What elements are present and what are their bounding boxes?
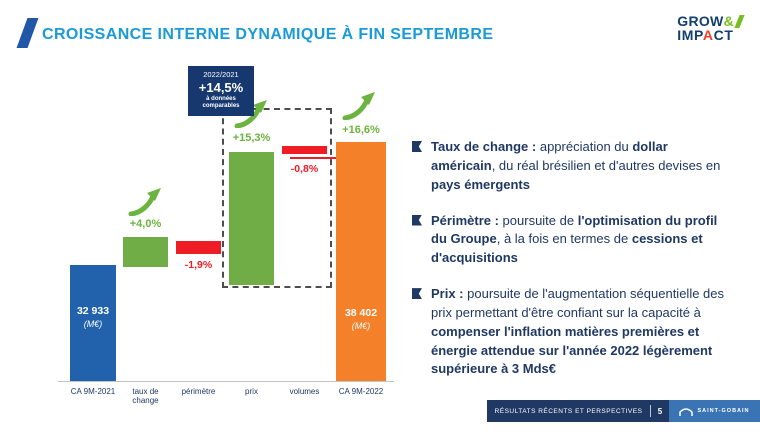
logo-grow-text: GROW [677,13,724,29]
callout-value: +14,5% [198,80,244,95]
growth-arrow-icon [342,92,375,120]
bar-perimetre-decrease [176,241,221,254]
bar-taux-de-change [123,237,168,267]
logo-line1: GROW& [677,13,745,29]
bullet-segment: Périmètre : [431,212,503,228]
callout-note: à données comparables [188,96,254,110]
brand-name: SAINT-GOBAIN [697,408,750,414]
bullet-text: Taux de change : appréciation du dollar … [431,138,734,195]
bullet-segment: cessions et d'acquisitions [431,231,703,266]
bar-value-unit: (M€) [351,321,371,331]
bar-prix [229,152,274,285]
bullet-text: Prix : poursuite de l'augmentation séque… [431,285,734,379]
page-number: 5 [657,406,663,416]
bullet-taux-de-change: Taux de change : appréciation du dollar … [412,138,734,195]
bar-ca-9m-2022-value: 38 402 (M€) [336,307,386,331]
page-title: CROISSANCE INTERNE DYNAMIQUE À FIN SEPTE… [42,26,494,43]
logo-line2: IMPACT [677,28,742,42]
footer-section-bar: RÉSULTATS RÉCENTS ET PERSPECTIVES 5 [487,400,669,422]
bullet-segment: poursuite de [502,212,578,228]
flag-icon [412,141,422,152]
total-growth-label: +16,6% [342,124,380,136]
logo-slash-icon [734,15,745,28]
bar-value-unit: (M€) [83,319,103,329]
category-prix: prix [245,387,258,396]
bullet-segment: Prix : [431,286,468,302]
category-ca-9m-2022: CA 9M-2022 [338,387,384,396]
bar-value-number: 32 933 [76,305,110,317]
logo-impact-post: CT [713,27,734,43]
volumes-level-line [290,157,338,159]
bullet-text: Périmètre : poursuite de l'optimisation … [431,212,734,269]
logo-impact-a: A [702,27,714,43]
category-ca-9m-2021: CA 9M-2021 [70,387,116,396]
delta-perimetre: -1,9% [184,259,213,271]
x-axis-line [58,381,394,382]
bullet-segment: l'optimisation du profil du Groupe [431,212,718,247]
waterfall-chart: 2022/2021 +14,5% à données comparables 32… [50,60,400,410]
delta-taux-de-change: +4,0% [129,218,162,230]
bar-ca-9m-2022: 38 402 (M€) [336,142,386,381]
bullet-segment: , à la fois en termes de [496,231,632,247]
bullet-prix: Prix : poursuite de l'augmentation séque… [412,285,734,379]
growth-arrow-icon [234,100,267,128]
footer-separator [650,405,651,417]
callout-note-line2: comparables [202,103,240,109]
category-perimetre: périmètre [181,387,216,396]
bar-ca-9m-2021: 32 933 (M€) [70,265,116,381]
bullet-perimetre: Périmètre : poursuite de l'optimisation … [412,212,734,269]
delta-prix: +15,3% [232,132,271,144]
comparable-growth-callout: 2022/2021 +14,5% à données comparables [188,66,254,116]
logo-impact-pre: IMP [677,27,703,43]
footer-section-title: RÉSULTATS RÉCENTS ET PERSPECTIVES [494,407,643,415]
saint-gobain-bridge-icon [679,407,694,416]
bullet-segment: pays émergents [431,176,530,192]
title-slash-icon [16,18,39,48]
bar-volumes-decrease [282,146,327,154]
bullet-segment: Taux de change : [431,139,540,154]
flag-icon [412,288,422,300]
grow-impact-logo: GROW& IMPACT [677,13,745,42]
bullet-segment: dollar américain [431,139,668,173]
callout-note-line1: à données [206,96,236,102]
growth-arrow-icon [128,188,161,216]
commentary-panel: Taux de change : appréciation du dollar … [412,138,734,396]
logo-ampersand: & [723,13,734,29]
bullet-segment: , du réal brésilien et d'autres devises … [491,157,721,173]
bullet-segment: appréciation du [539,139,633,154]
category-taux-de-change: taux de change [132,387,159,405]
price-volume-highlight-box [222,108,332,288]
bar-value-number: 38 402 [344,307,378,319]
saint-gobain-brand-bar: SAINT-GOBAIN [669,400,760,422]
flag-icon [412,214,422,226]
bar-ca-9m-2021-value: 32 933 (M€) [70,305,116,329]
bullet-segment: poursuite de l'augmentation séquentielle… [431,286,725,320]
category-volumes: volumes [289,387,320,396]
callout-period: 2022/2021 [203,70,239,79]
delta-volumes: -0,8% [290,163,319,175]
bullet-segment: compenser l'inflation matières premières… [431,323,713,377]
